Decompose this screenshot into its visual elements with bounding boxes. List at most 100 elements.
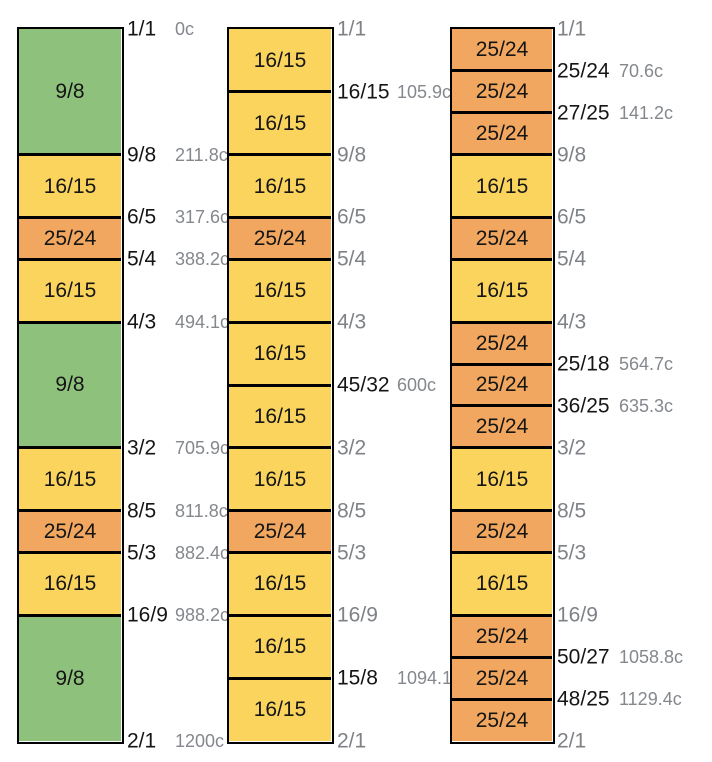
- interval-box-label: 16/15: [475, 572, 529, 596]
- cents-label: 811.8c: [175, 500, 228, 521]
- interval-box: 25/24: [452, 364, 552, 406]
- boundary-line: [19, 551, 121, 555]
- interval-box-label: 25/24: [475, 331, 529, 355]
- ratio-label: 5/3: [337, 541, 367, 565]
- interval-box-label: 25/24: [475, 38, 529, 62]
- interval-box-label: 16/15: [43, 467, 97, 491]
- ratio-label: 4/3: [337, 310, 367, 334]
- interval-box: 25/24: [452, 70, 552, 113]
- boundary-line: [229, 509, 331, 513]
- boundary-line: [19, 320, 121, 324]
- ratio-label: 5/4: [127, 247, 157, 271]
- boundary-line: [229, 613, 331, 617]
- cents-label: 0c: [175, 19, 195, 39]
- interval-box: 9/8: [19, 29, 121, 155]
- ratio-label: 6/5: [557, 205, 587, 229]
- interval-box-label: 16/15: [475, 467, 529, 491]
- interval-box: 25/24: [19, 510, 121, 553]
- ratio-label: 1/1: [127, 17, 157, 41]
- interval-box-label: 16/15: [253, 467, 307, 491]
- interval-box-label: 16/15: [253, 279, 307, 303]
- interval-box: 16/15: [452, 552, 552, 616]
- interval-box-label: 25/24: [475, 415, 529, 439]
- ratio-label: 6/5: [127, 205, 157, 229]
- interval-box-label: 16/15: [253, 342, 307, 366]
- ratio-label: 16/15: [337, 80, 390, 104]
- ratio-label: 9/8: [557, 143, 587, 167]
- boundary-line: [452, 215, 552, 219]
- interval-box-label: 16/15: [475, 279, 529, 303]
- interval-box: 16/15: [229, 552, 331, 616]
- ratio-label: 4/3: [127, 310, 157, 334]
- cents-label: 105.9c: [397, 81, 452, 102]
- cents-label: 141.2c: [619, 102, 674, 123]
- interval-box: 25/24: [452, 615, 552, 658]
- ratio-label: 16/9: [337, 603, 378, 627]
- interval-box-label: 16/15: [43, 279, 97, 303]
- boundary-line: [19, 257, 121, 261]
- ratio-label: 5/3: [127, 541, 157, 565]
- interval-box-label: 16/15: [253, 404, 307, 428]
- boundary-line: [229, 676, 331, 680]
- interval-box-label: 25/24: [475, 624, 529, 648]
- ratio-label: 6/5: [337, 205, 367, 229]
- boundary-line: [19, 613, 121, 617]
- boundary-line: [452, 69, 552, 73]
- interval-box: 16/15: [229, 91, 331, 155]
- ratio-label: 2/1: [557, 729, 587, 753]
- interval-box-label: 16/15: [253, 48, 307, 72]
- interval-box: 25/24: [452, 699, 552, 741]
- boundary-line: [229, 153, 331, 157]
- ratio-label: 2/1: [127, 729, 157, 753]
- interval-box: 9/8: [19, 615, 121, 741]
- interval-box-label: 25/24: [43, 226, 97, 250]
- ratio-label: 3/2: [337, 436, 367, 460]
- interval-box-label: 9/8: [55, 373, 85, 397]
- interval-box-label: 25/24: [253, 226, 307, 250]
- interval-box-label: 25/24: [475, 520, 529, 544]
- cents-label: 388.2c: [175, 249, 230, 270]
- cents-label: 317.6c: [175, 207, 230, 228]
- cents-label: 600c: [397, 375, 437, 395]
- cents-label: 882.4c: [175, 542, 230, 563]
- ratio-label: 45/32: [337, 373, 390, 397]
- boundary-line: [452, 362, 552, 366]
- interval-box-label: 25/24: [475, 80, 529, 104]
- cents-label: 1200c: [175, 731, 225, 751]
- cents-label: 211.8c: [175, 144, 228, 165]
- ratio-label: 1/1: [337, 17, 367, 41]
- boundary-line: [452, 111, 552, 115]
- ratio-label: 5/3: [557, 541, 587, 565]
- boundary-line: [19, 215, 121, 219]
- interval-box-label: 25/24: [475, 226, 529, 250]
- boundary-line: [19, 446, 121, 450]
- interval-box: 25/24: [452, 217, 552, 260]
- cents-label: 70.6c: [619, 60, 664, 81]
- interval-box-label: 25/24: [43, 520, 97, 544]
- ratio-label: 8/5: [337, 499, 367, 523]
- ratio-label: 25/18: [557, 352, 610, 376]
- cents-label: 635.3c: [619, 395, 674, 416]
- boundary-line: [19, 509, 121, 513]
- boundary-line: [452, 404, 552, 408]
- boundary-line: [452, 551, 552, 555]
- boundary-line: [452, 446, 552, 450]
- cents-label: 564.7c: [619, 354, 674, 375]
- ratio-label: 16/9: [557, 603, 598, 627]
- ratio-label: 3/2: [127, 436, 157, 460]
- ratio-label: 8/5: [557, 499, 587, 523]
- ratio-label: 4/3: [557, 310, 587, 334]
- boundary-line: [452, 153, 552, 157]
- boundary-line: [452, 655, 552, 659]
- interval-box-label: 16/15: [253, 111, 307, 135]
- interval-box-label: 16/15: [43, 572, 97, 596]
- ratio-label: 5/4: [557, 247, 587, 271]
- interval-box-label: 16/15: [43, 174, 97, 198]
- cents-label: 705.9c: [175, 437, 230, 458]
- ratio-label: 27/25: [557, 101, 610, 125]
- interval-box: 16/15: [19, 447, 121, 511]
- ratio-label: 15/8: [337, 666, 378, 690]
- ratio-label: 9/8: [337, 143, 367, 167]
